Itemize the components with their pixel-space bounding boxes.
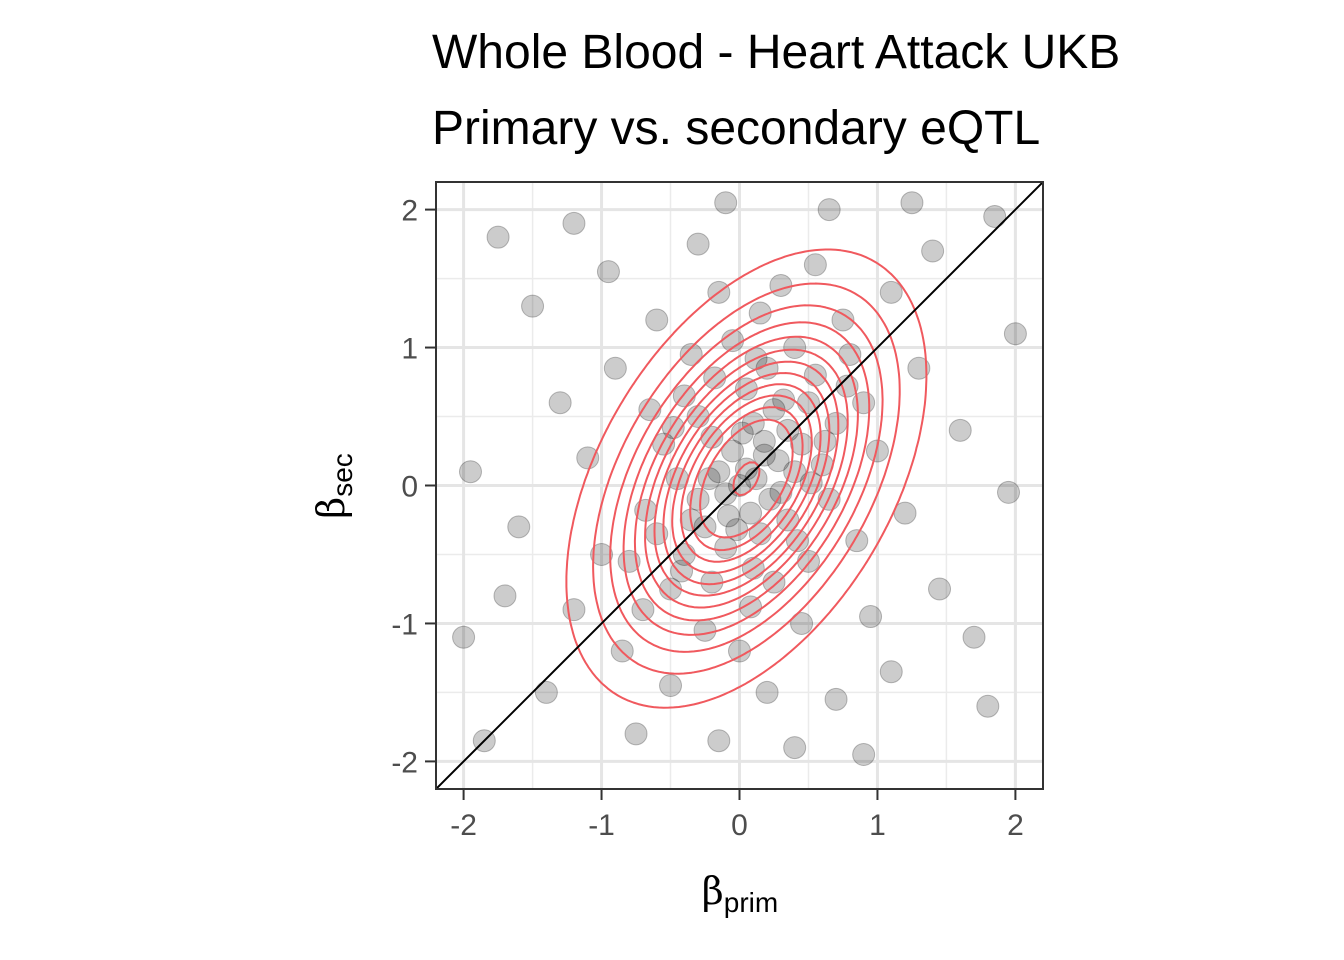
reference-line [436, 182, 1043, 789]
x-axis-title: βprim [702, 869, 778, 918]
density-contour-line [671, 383, 822, 574]
scatter-point [852, 743, 876, 767]
x-tick-label: 2 [1007, 809, 1024, 842]
scatter-point [486, 225, 510, 249]
scatter-point [752, 429, 776, 453]
axes: -2 -1 0 1 2 -2 -1 0 1 2 [391, 195, 1023, 842]
scatter-point [1003, 322, 1027, 346]
scatter-point [730, 421, 754, 445]
density-contour-line [653, 360, 840, 597]
scatter-point [900, 191, 924, 215]
scatter-point [716, 504, 740, 528]
scatter-point [562, 598, 586, 622]
scatter-point [659, 674, 683, 698]
scatter-point [700, 570, 724, 594]
scatter-point [596, 260, 620, 284]
scatter-point [783, 336, 807, 360]
y-tick-label: 2 [401, 195, 418, 228]
scatter-point [755, 680, 779, 704]
identity-line [436, 182, 1043, 789]
grid [436, 182, 1043, 789]
chart-title: Whole Blood - Heart Attack UKB [432, 26, 1120, 79]
x-tick-label: 1 [869, 809, 886, 842]
scatter-point [813, 429, 837, 453]
x-tick-label: 0 [731, 809, 748, 842]
y-tick-label: -1 [391, 608, 418, 641]
y-tick-label: 1 [401, 333, 418, 366]
y-tick-label: -2 [391, 746, 418, 779]
scatter-point [783, 736, 807, 760]
scatter-point [769, 273, 793, 297]
scatter-point [921, 239, 945, 263]
scatter-point [928, 577, 952, 601]
x-tick-label: -2 [450, 809, 477, 842]
density-contour-line [662, 372, 831, 586]
scatter-point [879, 660, 903, 684]
scatter-point [728, 639, 751, 663]
scatter-point [997, 480, 1021, 504]
scatter-point [493, 584, 517, 608]
density-contour-line [609, 304, 884, 653]
scatter-point [548, 391, 572, 415]
density-contour-line [622, 321, 871, 636]
scatter-point [693, 618, 717, 642]
scatter-point [785, 529, 809, 553]
scatter-point [721, 439, 745, 463]
y-axis-title: βsec [309, 453, 358, 519]
scatter-point [624, 722, 648, 746]
scatter-point [976, 694, 1000, 718]
scatter-point [686, 232, 710, 256]
scatter-point [865, 439, 889, 463]
scatter-point [766, 449, 790, 473]
scatter-point [590, 542, 614, 566]
scatter-point [831, 308, 855, 332]
scatter-point [707, 729, 731, 753]
density-contour-line [644, 348, 849, 609]
scatter-point [983, 204, 1007, 228]
scatter-point [907, 356, 931, 380]
chart-subtitle: Primary vs. secondary eQTL [432, 102, 1040, 155]
scatter-point [948, 418, 972, 442]
y-tick-label: 0 [401, 471, 418, 504]
scatter-point [817, 198, 841, 222]
scatter-point [670, 559, 694, 583]
scatter-point [562, 211, 586, 235]
scatter-point [714, 191, 738, 215]
scatter-point [752, 443, 776, 467]
scatter-point [458, 460, 482, 484]
scatter-point [790, 611, 814, 635]
scatter-point [679, 342, 703, 366]
scatter-point [739, 501, 763, 525]
scatter-point [645, 308, 669, 332]
x-tick-label: -1 [588, 809, 615, 842]
scatter-point [534, 680, 558, 704]
scatter-point [824, 687, 848, 711]
scatter-point [576, 446, 600, 470]
density-contour-line [680, 394, 813, 563]
scatter-point [803, 363, 827, 387]
scatter-point [859, 605, 883, 629]
scatter-point [803, 253, 827, 277]
scatter-point [962, 625, 986, 649]
scatter-point [603, 356, 627, 380]
scatter-point [521, 294, 545, 318]
scatter-point [507, 515, 531, 539]
scatter-point [879, 280, 903, 304]
scatter-point [452, 625, 476, 649]
